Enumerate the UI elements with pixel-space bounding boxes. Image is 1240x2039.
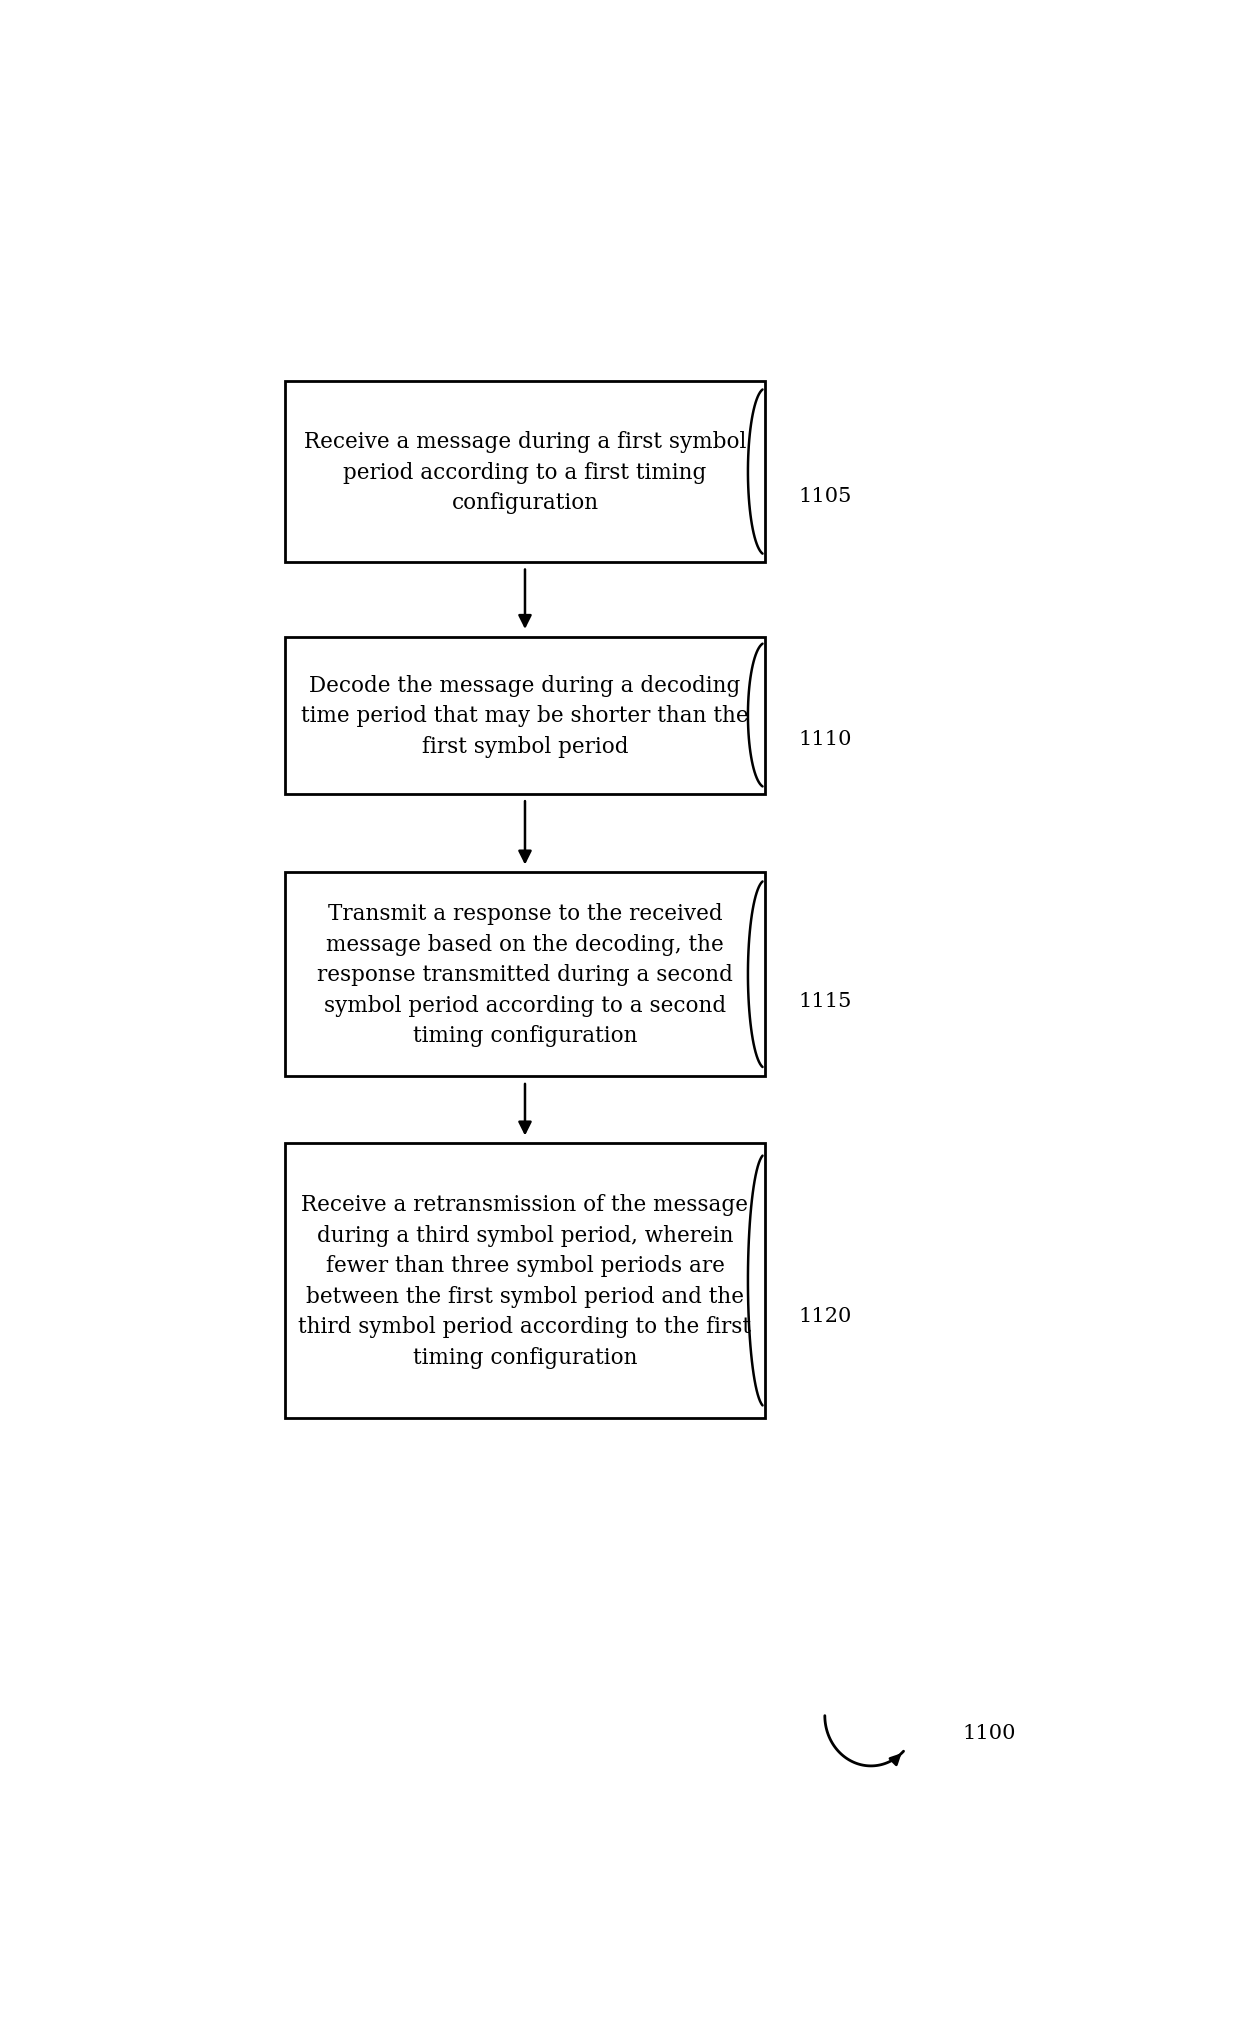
- Bar: [285, 1144, 765, 1419]
- Bar: [285, 873, 765, 1077]
- Bar: [285, 636, 765, 793]
- Text: 1110: 1110: [799, 730, 852, 748]
- Text: 1105: 1105: [799, 487, 852, 506]
- Text: 1115: 1115: [799, 991, 852, 1011]
- Text: 1100: 1100: [962, 1723, 1016, 1743]
- Bar: [285, 381, 765, 563]
- Text: Decode the message during a decoding
time period that may be shorter than the
fi: Decode the message during a decoding tim…: [301, 675, 749, 756]
- Text: Receive a message during a first symbol
period according to a first timing
confi: Receive a message during a first symbol …: [304, 430, 746, 514]
- Text: Transmit a response to the received
message based on the decoding, the
response : Transmit a response to the received mess…: [317, 903, 733, 1046]
- Text: 1120: 1120: [799, 1305, 852, 1325]
- Text: Receive a retransmission of the message
during a third symbol period, wherein
fe: Receive a retransmission of the message …: [299, 1193, 751, 1368]
